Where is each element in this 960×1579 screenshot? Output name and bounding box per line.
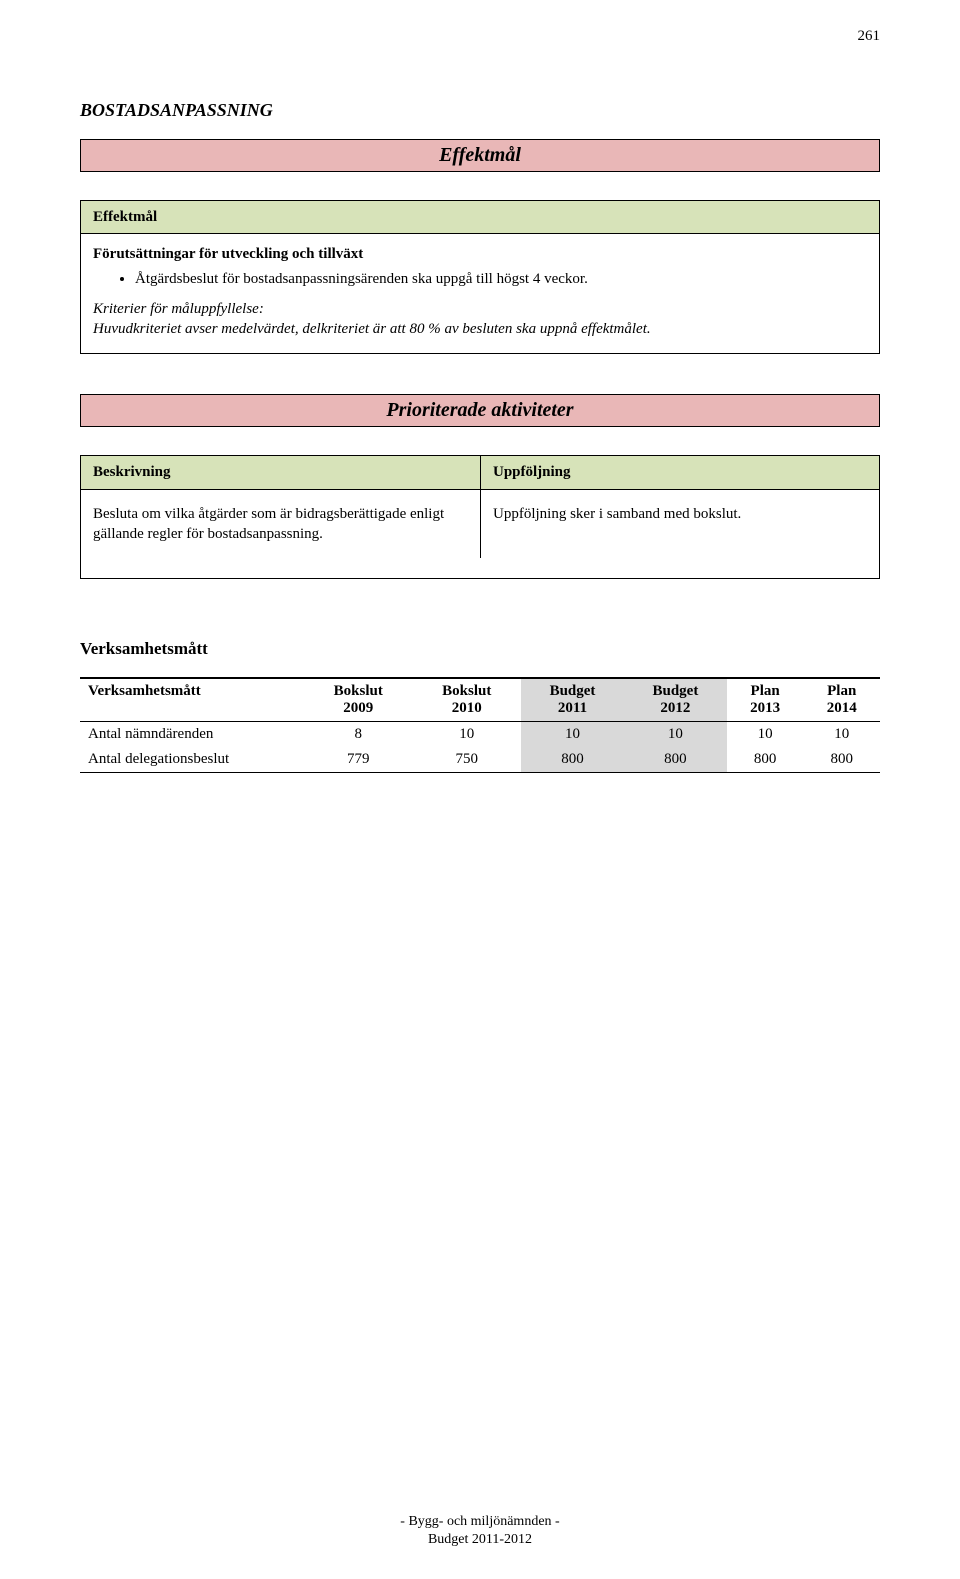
page-number: 261	[858, 28, 881, 45]
table-row: Antal delegationsbeslut 779 750 800 800 …	[80, 747, 880, 773]
th-label: Verksamhetsmått	[80, 678, 304, 722]
effektmal-subhead: Förutsättningar för utveckling och tillv…	[93, 244, 867, 264]
th-year: 2014	[811, 700, 872, 717]
cell: 10	[803, 722, 880, 748]
th-year: 2012	[632, 700, 719, 717]
cell: 800	[727, 747, 804, 773]
page: 261 BOSTADSANPASSNING Effektmål Effektmå…	[0, 0, 960, 1579]
verksamhetsmatt-heading: Verksamhetsmått	[80, 639, 880, 659]
banner-effektmal: Effektmål	[80, 139, 880, 172]
effektmal-bullet: Åtgärdsbeslut för bostadsanpassningsären…	[135, 269, 867, 289]
th-year: 2011	[529, 700, 616, 717]
th-bokslut-2009: Bokslut 2009	[304, 678, 413, 722]
col-header-uppfoljning: Uppföljning	[480, 456, 879, 489]
criteria-text: Huvudkriteriet avser medelvärdet, delkri…	[93, 319, 867, 339]
th-label-text: Verksamhetsmått	[88, 683, 201, 699]
effektmal-bullets: Åtgärdsbeslut för bostadsanpassningsären…	[93, 269, 867, 289]
th-plan-2014: Plan 2014	[803, 678, 880, 722]
cell: 800	[521, 747, 624, 773]
cell: 750	[413, 747, 522, 773]
col-header-beskrivning: Beskrivning	[81, 456, 480, 489]
cell: 8	[304, 722, 413, 748]
cell: 10	[624, 722, 727, 748]
cell: 800	[624, 747, 727, 773]
page-footer: - Bygg- och miljönämnden - Budget 2011-2…	[0, 1513, 960, 1549]
th-text: Plan	[827, 683, 856, 699]
footer-line-2: Budget 2011-2012	[0, 1531, 960, 1549]
row-label: Antal nämndärenden	[80, 722, 304, 748]
th-budget-2012: Budget 2012	[624, 678, 727, 722]
th-text: Bokslut	[442, 683, 491, 699]
th-year: 2013	[735, 700, 796, 717]
effektmal-box-header: Effektmål	[81, 201, 879, 234]
cell: 10	[521, 722, 624, 748]
verksamhetsmatt-table: Verksamhetsmått Bokslut 2009 Bokslut 201…	[80, 677, 880, 773]
th-bokslut-2010: Bokslut 2010	[413, 678, 522, 722]
th-text: Plan	[751, 683, 780, 699]
th-year: 2010	[421, 700, 514, 717]
cell: 800	[803, 747, 880, 773]
criteria-label: Kriterier för måluppfyllelse:	[93, 299, 867, 319]
footer-line-1: - Bygg- och miljönämnden -	[0, 1513, 960, 1531]
col-body-beskrivning: Besluta om vilka åtgärder som är bidrags…	[81, 490, 480, 579]
cell: 779	[304, 747, 413, 773]
th-text: Bokslut	[334, 683, 383, 699]
cell: 10	[413, 722, 522, 748]
aktiviteter-col-beskrivning: Beskrivning Besluta om vilka åtgärder so…	[81, 456, 480, 578]
th-text: Budget	[652, 683, 698, 699]
cell: 10	[727, 722, 804, 748]
table-row: Antal nämndärenden 8 10 10 10 10 10	[80, 722, 880, 748]
th-plan-2013: Plan 2013	[727, 678, 804, 722]
col-body-uppfoljning: Uppföljning sker i samband med bokslut.	[480, 490, 879, 558]
th-year: 2009	[312, 700, 405, 717]
row-label: Antal delegationsbeslut	[80, 747, 304, 773]
th-budget-2011: Budget 2011	[521, 678, 624, 722]
aktiviteter-col-uppfoljning: Uppföljning Uppföljning sker i samband m…	[480, 456, 879, 578]
section-title: BOSTADSANPASSNING	[80, 100, 880, 121]
th-text: Budget	[550, 683, 596, 699]
aktiviteter-box: Beskrivning Besluta om vilka åtgärder so…	[80, 455, 880, 579]
banner-aktiviteter: Prioriterade aktiviteter	[80, 394, 880, 427]
table-header-row: Verksamhetsmått Bokslut 2009 Bokslut 201…	[80, 678, 880, 722]
effektmal-box: Effektmål Förutsättningar för utveckling…	[80, 200, 880, 354]
